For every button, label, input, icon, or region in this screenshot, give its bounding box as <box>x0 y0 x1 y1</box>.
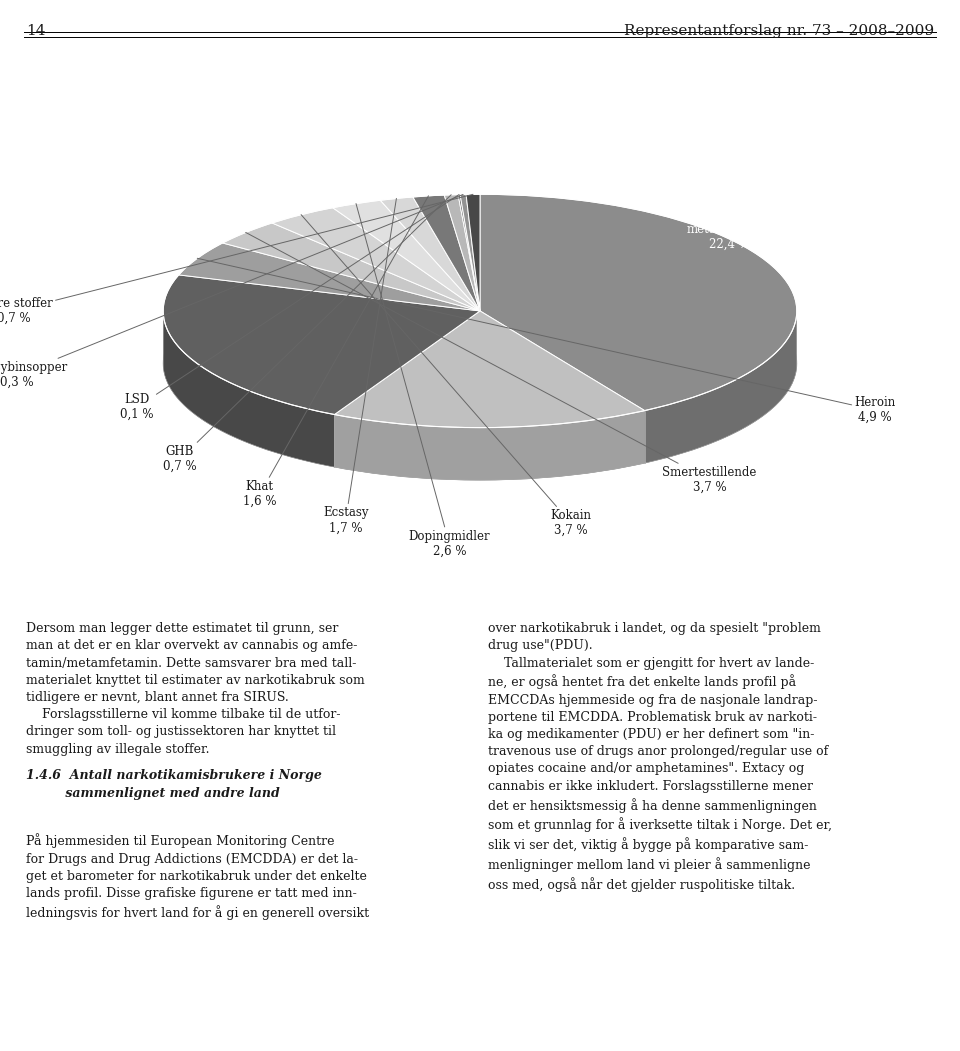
Polygon shape <box>460 194 480 311</box>
Text: Psilocybinsopper
0,3 %: Psilocybinsopper 0,3 % <box>0 194 463 389</box>
Text: 14: 14 <box>26 24 45 38</box>
Polygon shape <box>645 312 797 463</box>
Text: Cannabis
41,3 %: Cannabis 41,3 % <box>246 163 301 191</box>
Text: Dopingmidler
2,6 %: Dopingmidler 2,6 % <box>356 204 491 558</box>
Ellipse shape <box>163 247 797 480</box>
Text: GHB
0,7 %: GHB 0,7 % <box>163 194 451 473</box>
Polygon shape <box>480 194 797 411</box>
Text: Representantforslag nr. 73 – 2008–2009: Representantforslag nr. 73 – 2008–2009 <box>624 24 934 38</box>
Text: Heroin
4,9 %: Heroin 4,9 % <box>197 259 896 425</box>
Text: Andre stoffer
0,7 %: Andre stoffer 0,7 % <box>0 194 473 325</box>
Polygon shape <box>380 197 480 311</box>
Polygon shape <box>223 223 480 311</box>
Polygon shape <box>458 194 480 311</box>
Polygon shape <box>333 201 480 311</box>
Polygon shape <box>466 194 480 311</box>
Text: 1.4.6  Antall narkotikamisbrukere i Norge
         sammenlignet med andre land: 1.4.6 Antall narkotikamisbrukere i Norge… <box>26 769 322 800</box>
Text: Kokain
3,7 %: Kokain 3,7 % <box>301 214 591 537</box>
Polygon shape <box>334 411 645 480</box>
Text: Ecstasy
1,7 %: Ecstasy 1,7 % <box>323 199 396 534</box>
Text: Amfetamin og
metamfetamin
22,4 %: Amfetamin og metamfetamin 22,4 % <box>686 208 773 251</box>
Polygon shape <box>163 311 334 467</box>
Text: Benzodiazepiner
16,3 %: Benzodiazepiner 16,3 % <box>634 128 733 156</box>
Text: LSD
0,1 %: LSD 0,1 % <box>120 194 459 421</box>
Text: Dersom man legger dette estimatet til grunn, ser
man at det er en klar overvekt : Dersom man legger dette estimatet til gr… <box>26 622 365 756</box>
Polygon shape <box>272 208 480 311</box>
Polygon shape <box>163 275 480 414</box>
Text: Smertestillende
3,7 %: Smertestillende 3,7 % <box>246 232 756 494</box>
Polygon shape <box>413 195 480 311</box>
Polygon shape <box>444 194 480 311</box>
Polygon shape <box>179 243 480 311</box>
Polygon shape <box>334 311 645 428</box>
Text: Khat
1,6 %: Khat 1,6 % <box>243 195 428 508</box>
Text: På hjemmesiden til European Monitoring Centre
for Drugs and Drug Addictions (EMC: På hjemmesiden til European Monitoring C… <box>26 833 369 920</box>
Text: over narkotikabruk i landet, og da spesielt "problem
drug use"(PDU).
    Tallmat: over narkotikabruk i landet, og da spesi… <box>488 622 831 892</box>
